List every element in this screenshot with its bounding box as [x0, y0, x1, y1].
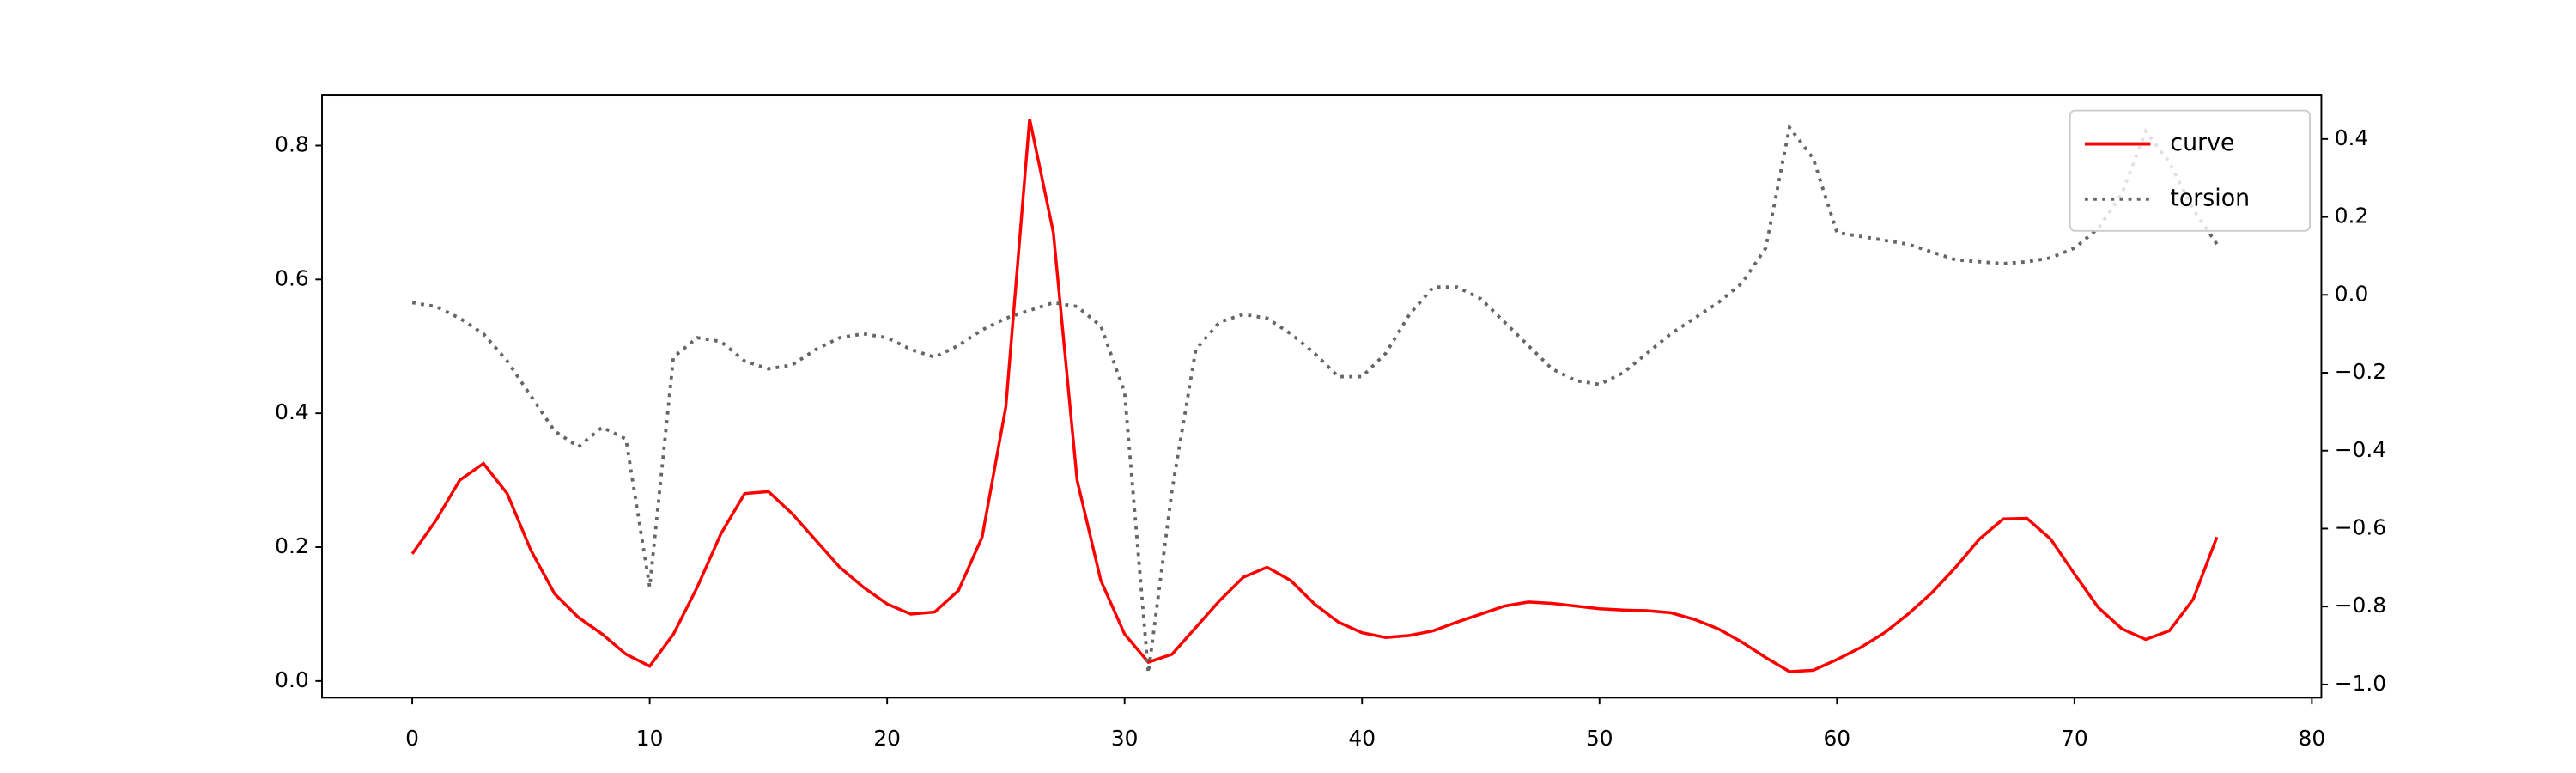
y2-tick-label: 0.2 — [2335, 203, 2369, 228]
y-tick-label: 0.6 — [275, 265, 309, 290]
y-tick-label: 0.8 — [275, 131, 309, 156]
x-tick-label: 70 — [2061, 726, 2088, 751]
x-tick-label: 20 — [873, 726, 901, 751]
x-tick-label: 0 — [405, 726, 419, 751]
y2-tick-label: 0.4 — [2335, 125, 2369, 150]
y2-tick-label: −0.8 — [2335, 593, 2386, 618]
x-tick-label: 80 — [2299, 726, 2326, 751]
legend-label: curve — [2170, 130, 2234, 156]
y2-tick-label: 0.0 — [2335, 281, 2369, 306]
x-tick-label: 10 — [636, 726, 664, 751]
y2-tick-label: −0.2 — [2335, 359, 2386, 384]
x-tick-label: 30 — [1111, 726, 1139, 751]
y2-tick-label: −0.6 — [2335, 514, 2386, 539]
y-tick-label: 0.0 — [275, 667, 309, 692]
x-tick-label: 40 — [1348, 726, 1376, 751]
y-tick-label: 0.4 — [275, 399, 309, 424]
series-line — [410, 118, 2219, 673]
legend-label: torsion — [2170, 185, 2250, 211]
y2-tick-label: −1.0 — [2335, 671, 2386, 696]
legend-box — [2069, 109, 2312, 232]
plot-frame — [321, 94, 2323, 699]
y-tick-label: 0.2 — [275, 533, 309, 558]
y2-tick-label: −0.4 — [2335, 437, 2386, 462]
x-tick-label: 60 — [1823, 726, 1850, 751]
x-tick-label: 50 — [1586, 726, 1613, 751]
series-line — [411, 123, 2219, 673]
